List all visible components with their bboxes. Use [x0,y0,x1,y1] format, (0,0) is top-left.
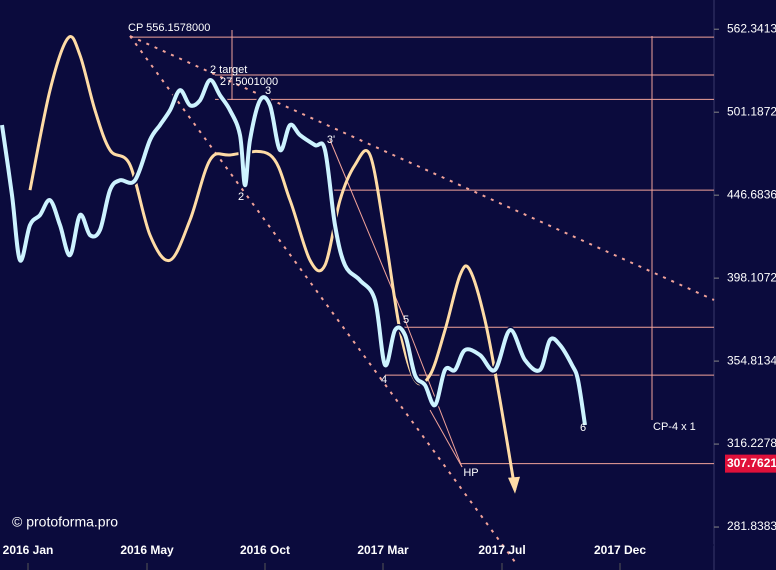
x-tick-label: 2017 Dec [594,543,646,557]
annotation: 2 target [210,64,247,76]
price-line [0,78,587,426]
annotation: 27.5001000 [220,76,278,88]
wave-line [429,409,463,468]
x-tick-label: 2016 May [120,543,174,557]
watermark: © protoforma.pro [12,514,118,530]
x-tick-label: 2016 Jan [3,543,54,557]
forecast-arrow [508,476,520,494]
y-tick-label: 562.3413 [727,21,776,35]
price-outline [0,76,589,426]
annotation: 6 [580,422,586,434]
last-price-box [725,454,776,473]
annotation: 3' [327,134,335,146]
y-tick-label: 398.1072 [727,270,776,284]
annotation: 3 [265,85,271,97]
x-tick-label: 2016 Oct [240,543,290,557]
x-tick-label: 2017 Mar [357,543,409,557]
annotation: HP [463,467,478,479]
annotation: CP 556.1578000 [128,22,210,34]
y-tick-label: 316.2278 [727,436,776,450]
annotation: 5 [403,314,409,326]
y-tick-label: 446.6836 [727,187,776,201]
trend-line [129,35,516,563]
annotation: CP-4 x 1 [653,421,696,433]
last-price-label: 307.7621 [727,456,776,470]
y-tick-label: 281.8383 [727,519,776,533]
annotation: 2 [238,191,244,203]
y-tick-label: 501.1872 [727,104,776,118]
forecast-line [28,35,517,491]
wave-line [404,319,463,468]
x-tick-label: 2017 Jul [478,543,525,557]
annotation: 4 [381,374,387,386]
y-tick-label: 354.8134 [727,353,776,367]
